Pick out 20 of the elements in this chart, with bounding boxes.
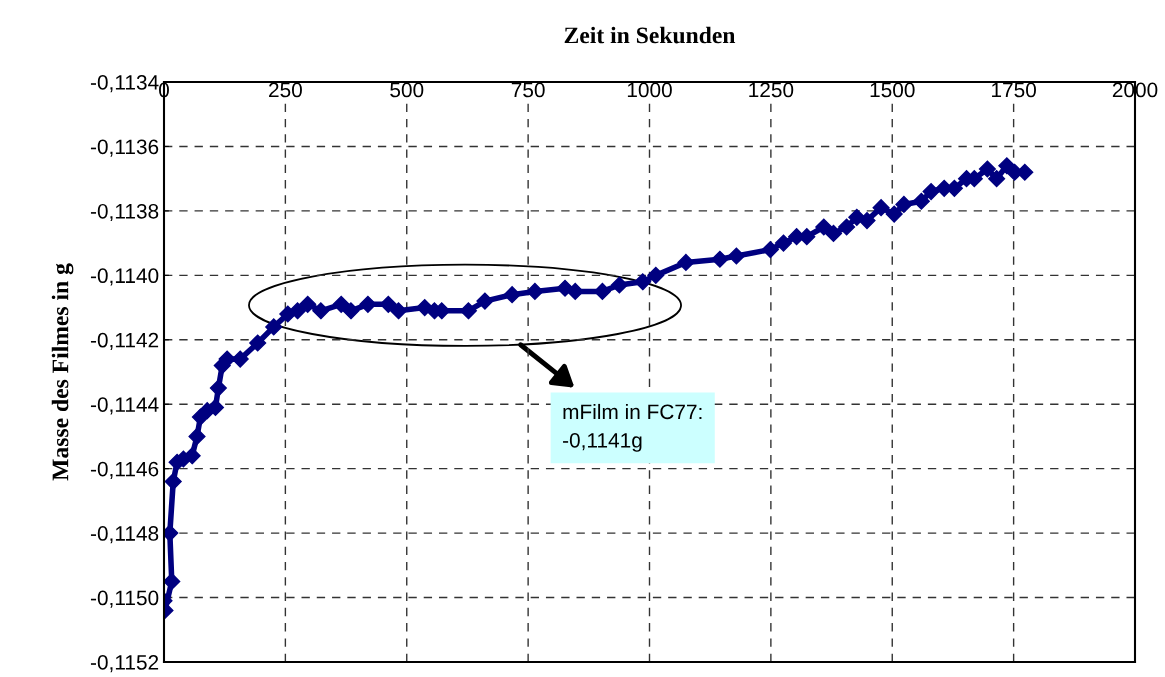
y-tick-label: -0,1138 — [90, 203, 159, 222]
x-tick-label: 1250 — [749, 82, 794, 98]
y-tick-label: -0,1146 — [90, 461, 159, 479]
x-tick-label: 750 — [511, 82, 545, 98]
x-tick-label: 500 — [390, 82, 424, 98]
y-tick-label: -0,1152 — [90, 655, 159, 673]
x-tick-label: 1750 — [992, 82, 1036, 98]
y-tick-label: -0,1142 — [90, 332, 159, 350]
y-tick-label: -0,1144 — [90, 397, 159, 415]
x-tick-label: 250 — [269, 82, 302, 98]
y-tick-label: -0,1150 — [90, 590, 159, 608]
x-axis-title: Zeit in Sekunden — [564, 26, 736, 44]
y-tick-label: -0,1134 — [90, 75, 159, 93]
x-tick-label: 1500 — [870, 82, 915, 98]
y-tick-label: -0,1148 — [90, 526, 159, 544]
annotation: mFilm in FC77: -0,1141g — [563, 403, 702, 452]
y-axis-title: Masse des Filmes in g — [51, 263, 74, 481]
x-tick-label: 1000 — [627, 82, 672, 98]
y-tick-label: -0,1140 — [90, 268, 159, 286]
y-tick-label: -0,1136 — [90, 139, 159, 157]
